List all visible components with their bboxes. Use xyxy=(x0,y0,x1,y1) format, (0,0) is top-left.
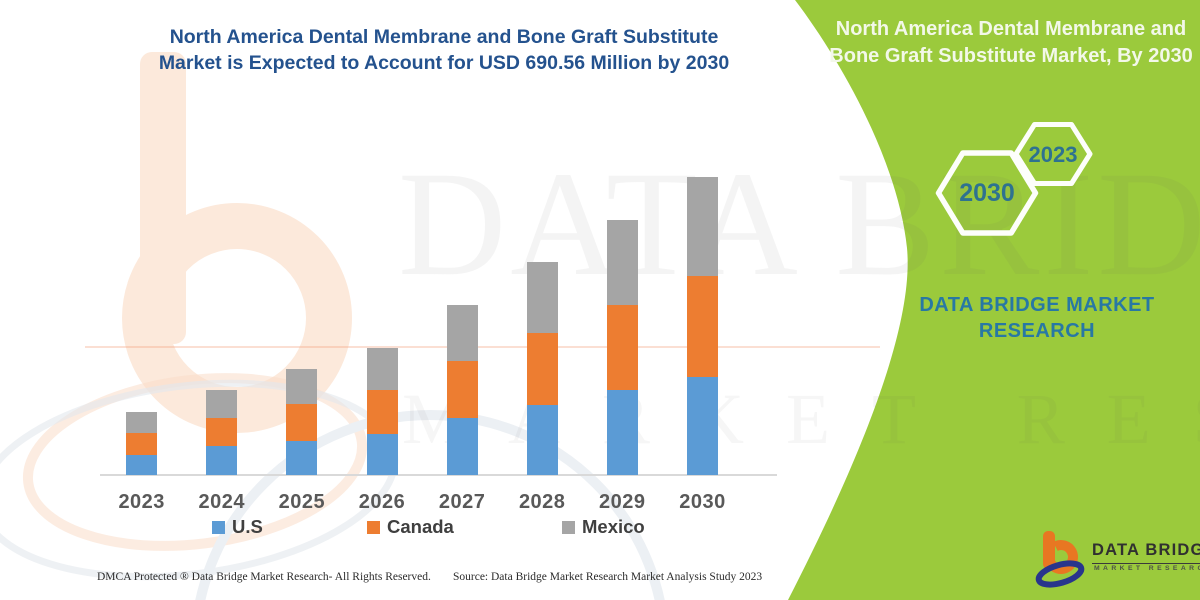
x-axis-line xyxy=(100,474,777,476)
hexagon-badges: 2030 2023 xyxy=(935,122,1093,236)
side-panel-shape xyxy=(788,0,1200,600)
bar-segment-us-2026 xyxy=(366,434,398,475)
hexagon-2030-label: 2030 xyxy=(959,179,1015,207)
year-label-2030: 2030 xyxy=(679,491,726,513)
bar-segment-mexico-2029 xyxy=(606,220,638,305)
side-panel-title-line2: Bone Graft Substitute Market, By 2030 xyxy=(829,45,1193,67)
legend-item-canada: Canada xyxy=(367,516,454,538)
bar-segment-canada-2027 xyxy=(446,361,478,419)
year-label-2023: 2023 xyxy=(118,491,165,513)
legend-item-mexico: Mexico xyxy=(562,516,645,538)
bar-2025 xyxy=(286,369,318,475)
logo-b-icon xyxy=(1035,531,1085,588)
bar-segment-us-2028 xyxy=(526,405,558,475)
hexagon-2030 xyxy=(935,150,1039,236)
bar-segment-mexico-2030 xyxy=(687,177,718,277)
bar-segment-us-2030 xyxy=(687,376,718,475)
logo-name: DATA BRIDGE xyxy=(1092,541,1200,564)
bar-segment-mexico-2025 xyxy=(286,369,318,405)
bar-segment-canada-2024 xyxy=(206,418,238,446)
bar-segment-mexico-2026 xyxy=(366,347,398,391)
side-panel-title-line1: North America Dental Membrane and xyxy=(835,18,1187,40)
logo-swoosh-icon xyxy=(1035,560,1085,588)
bar-segment-canada-2025 xyxy=(286,404,318,441)
footer-source: Source: Data Bridge Market Research Mark… xyxy=(453,571,763,583)
bar-segment-us-2025 xyxy=(286,441,318,475)
dbmr-logo: DATA BRIDGE MARKET RESEARCH xyxy=(1030,528,1200,590)
bar-segment-canada-2029 xyxy=(606,305,638,390)
brand-text-line2: RESEARCH xyxy=(978,320,1096,342)
hexagon-2023 xyxy=(1013,122,1093,186)
bar-2024 xyxy=(206,390,238,475)
bar-segment-canada-2023 xyxy=(126,432,158,455)
bar-segment-us-2029 xyxy=(606,390,638,475)
chart-title-line2: Market is Expected to Account for USD 69… xyxy=(158,52,730,74)
bar-2023 xyxy=(126,412,158,475)
year-label-2028: 2028 xyxy=(518,491,566,513)
bar-2026 xyxy=(366,347,398,475)
legend-item-us: U.S xyxy=(212,516,263,538)
footer-dmca: DMCA Protected ® Data Bridge Market Rese… xyxy=(97,571,431,583)
bar-segment-us-2027 xyxy=(446,418,478,475)
accent-line xyxy=(85,346,880,348)
bar-segment-canada-2026 xyxy=(366,390,398,435)
legend-swatch-icon xyxy=(212,520,225,534)
bar-2027 xyxy=(446,305,478,475)
legend-label: Mexico xyxy=(582,516,645,537)
bar-segment-canada-2028 xyxy=(526,332,558,405)
year-label-2026: 2026 xyxy=(358,491,406,513)
bar-segment-mexico-2028 xyxy=(526,262,558,333)
bar-segment-mexico-2027 xyxy=(446,305,478,362)
bar-2029 xyxy=(606,220,638,475)
bar-2028 xyxy=(526,262,558,475)
year-label-2025: 2025 xyxy=(278,491,326,513)
year-label-2024: 2024 xyxy=(198,491,246,513)
bar-segment-mexico-2023 xyxy=(126,412,158,433)
bar-segment-us-2023 xyxy=(126,454,158,475)
bar-2030 xyxy=(687,177,718,475)
bar-segment-mexico-2024 xyxy=(206,390,238,419)
legend-label: Canada xyxy=(387,516,454,537)
year-label-2029: 2029 xyxy=(599,491,646,513)
hexagon-2023-label: 2023 xyxy=(1029,142,1078,167)
year-label-2027: 2027 xyxy=(438,491,486,513)
bar-segment-canada-2030 xyxy=(687,276,718,377)
side-panel-title: North America Dental Membrane and Bone G… xyxy=(826,16,1196,70)
legend-swatch-icon xyxy=(367,520,380,534)
legend-swatch-icon xyxy=(562,520,575,534)
legend-label: U.S xyxy=(232,516,263,537)
chart-title-line1: North America Dental Membrane and Bone G… xyxy=(169,26,719,48)
chart-title: North America Dental Membrane and Bone G… xyxy=(88,24,800,76)
brand-text: DATA BRIDGE MARKET RESEARCH xyxy=(903,292,1171,344)
logo-subtitle: MARKET RESEARCH xyxy=(1094,565,1200,572)
brand-text-line1: DATA BRIDGE MARKET xyxy=(919,294,1155,316)
bar-segment-us-2024 xyxy=(206,446,238,475)
